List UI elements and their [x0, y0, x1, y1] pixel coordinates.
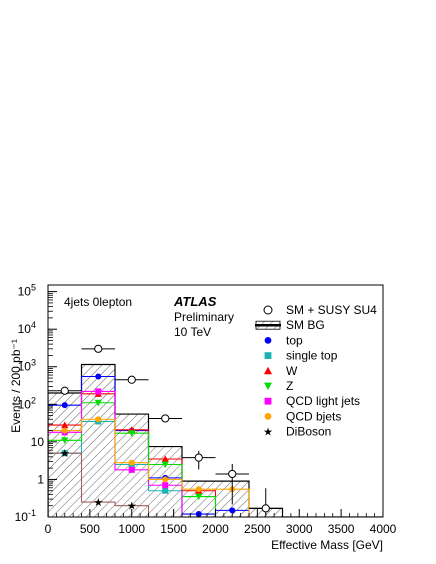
- sm-susy-point: [161, 414, 170, 423]
- y-tick-label: 1: [37, 472, 44, 486]
- legend-marker-qcd-bjets: [264, 413, 272, 420]
- x-tick-label: 2000: [202, 522, 229, 536]
- legend-marker-diboson: ★: [263, 427, 273, 439]
- qcd-bjets-histogram: [48, 418, 250, 517]
- z-point: [128, 430, 136, 437]
- z-point: [61, 437, 69, 444]
- legend-label-diboson: DiBoson: [286, 425, 331, 439]
- legend-label-z: Z: [286, 379, 293, 393]
- annotation-atlas: ATLAS: [173, 294, 217, 309]
- x-tick-label: 0: [45, 522, 52, 536]
- diboson-point: ★: [93, 497, 103, 509]
- legend-marker-sm-susy-su4: [263, 305, 273, 315]
- sm-susy-point: [261, 504, 270, 513]
- legend-label-top: top: [286, 333, 303, 347]
- top-point: [61, 402, 68, 409]
- diboson-point: ★: [60, 448, 70, 460]
- sm-susy-point: [127, 375, 136, 384]
- legend-marker-z: [264, 382, 272, 390]
- qcd-bjets-point: [162, 476, 169, 483]
- qcd-bjets-point: [95, 416, 102, 423]
- legend-marker-top: [264, 337, 272, 344]
- x-tick-label: 3500: [328, 522, 355, 536]
- x-tick-label: 1500: [160, 522, 187, 536]
- sm-susy-point: [60, 386, 69, 395]
- qcd-light-jets-point: [95, 388, 102, 395]
- sm-susy-point: [94, 344, 103, 353]
- y-tick-label: 10-1: [15, 508, 36, 524]
- annotation-channel: 4jets 0lepton: [64, 295, 132, 309]
- sm-bg-fill: [48, 364, 383, 517]
- qcd-light-jets-point: [128, 466, 135, 473]
- w-point: [161, 455, 169, 462]
- diboson-histogram: [48, 452, 150, 517]
- qcd-bjets-point: [128, 459, 135, 466]
- legend-label-single-top: single top: [286, 349, 338, 363]
- z-point: [94, 399, 102, 407]
- z-point: [195, 493, 203, 501]
- x-tick-label: 2500: [244, 522, 271, 536]
- w-point: [61, 421, 69, 429]
- x-tick-label: 500: [80, 522, 100, 536]
- y-tick-label: 102: [18, 395, 36, 411]
- legend-label-w: W: [286, 364, 298, 378]
- legend-label-sm-bg: SM BG: [286, 318, 325, 332]
- legend-marker-single-top: [264, 352, 272, 359]
- qcd-light-jets-point: [162, 482, 169, 489]
- y-tick-label: 103: [18, 358, 36, 374]
- x-tick-label: 4000: [370, 522, 397, 536]
- legend-label-qcd-light-jets: QCD light jets: [286, 394, 360, 408]
- x-tick-label: 1000: [118, 522, 145, 536]
- legend-marker-qcd-light-jets: [264, 397, 272, 405]
- y-tick-label: 105: [18, 283, 36, 299]
- top-point: [95, 373, 102, 380]
- top-point: [229, 507, 236, 514]
- z-point: [161, 461, 169, 469]
- qcd-bjets-point: [61, 427, 68, 434]
- legend-label-qcd-bjets: QCD bjets: [286, 409, 341, 423]
- y-tick-label: 104: [18, 320, 36, 336]
- annotation-energy: 10 TeV: [174, 325, 211, 339]
- sm-susy-point: [228, 469, 237, 479]
- annotation-preliminary: Preliminary: [174, 310, 234, 324]
- legend-marker-w: [264, 366, 272, 375]
- sm-susy-point: [194, 453, 203, 462]
- diboson-point: ★: [127, 501, 137, 513]
- plot-border: [47, 284, 384, 518]
- y-tick-label: 10: [31, 435, 45, 449]
- x-tick-label: 3000: [286, 522, 313, 536]
- y-axis-label: Events / 200 pb⁻¹: [9, 339, 23, 433]
- legend-label-sm-susy-su4: SM + SUSY SU4: [286, 303, 377, 317]
- qcd-bjets-point: [195, 486, 202, 493]
- x-axis-label: Effective Mass [GeV]: [271, 538, 383, 552]
- single-top-point: [162, 487, 169, 494]
